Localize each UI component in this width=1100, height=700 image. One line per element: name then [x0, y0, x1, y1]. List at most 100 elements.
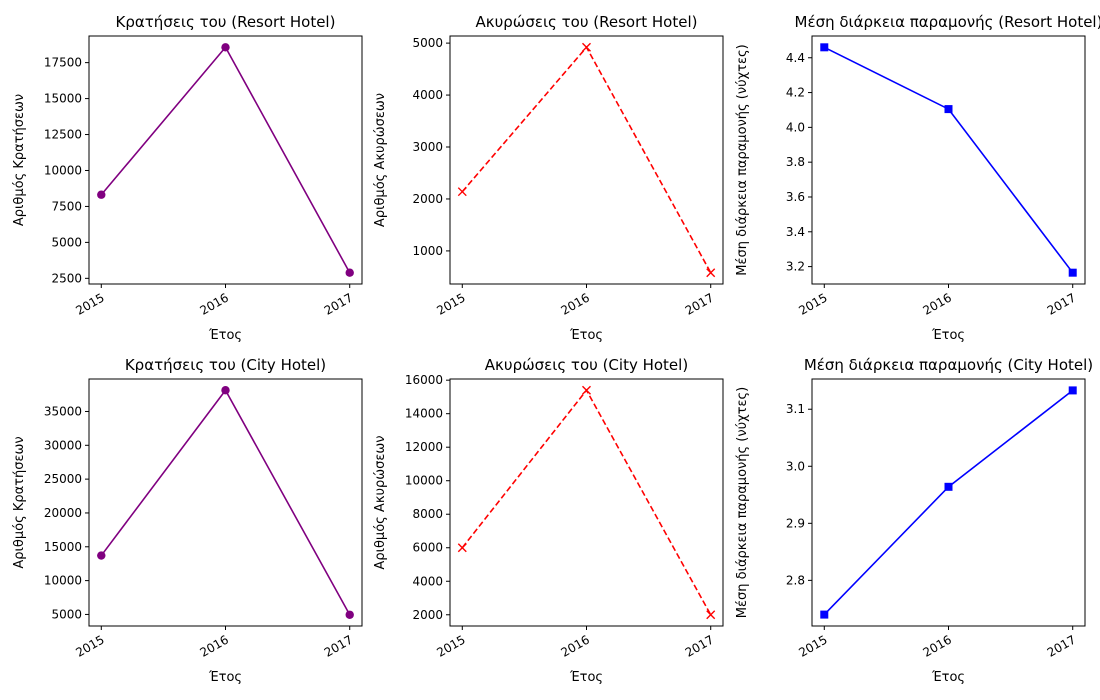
x-tick-label: 2015: [73, 290, 106, 317]
data-point: [97, 551, 106, 560]
x-axis-label: Έτος: [569, 670, 603, 685]
y-tick-label: 4.0: [786, 120, 805, 134]
data-point: [1068, 268, 1077, 277]
y-tick-label: 4000: [412, 88, 443, 102]
y-tick-label: 2500: [51, 271, 82, 285]
y-axis-label: Μέση διάρκεια παραμονής (νύχτες): [735, 44, 750, 275]
data-point: [1068, 386, 1077, 395]
y-axis-label: Αριθμός Κρατήσεων: [12, 436, 27, 568]
y-tick-label: 12000: [405, 440, 443, 454]
x-axis-label: Έτος: [208, 670, 242, 685]
subplot-4: Κρατήσεις του (City Hotel) 5000 10000 15000…: [12, 356, 363, 685]
y-tick-label: 10000: [405, 474, 443, 488]
y-tick-label: 14000: [405, 407, 443, 421]
y-tick-label: 16000: [405, 373, 443, 387]
y-tick-label: 3.6: [786, 190, 805, 204]
series-line: [823, 46, 1074, 274]
x-tick-label: 2017: [1045, 632, 1078, 659]
subplot-2: Ακυρώσεις του (Resort Hotel) 1000 2000 3000…: [373, 13, 724, 343]
data-point: [706, 610, 716, 620]
y-tick-label: 3.0: [786, 459, 805, 473]
x-tick-label: 2017: [1045, 290, 1078, 317]
x-tick-label: 2015: [73, 632, 106, 659]
series-line: [823, 389, 1074, 616]
x-axis-label: Έτος: [208, 328, 242, 343]
y-tick-label: 25000: [44, 472, 82, 486]
series-line: [461, 45, 712, 274]
y-tick-label: 10000: [44, 574, 82, 588]
data-point: [345, 268, 354, 277]
y-tick-label: 4.4: [786, 51, 805, 65]
chart-title: Μέση διάρκεια παραμονής (City Hotel): [804, 356, 1093, 374]
x-tick-label: 2017: [322, 290, 355, 317]
data-point: [820, 610, 829, 619]
x-tick-label: 2015: [796, 290, 829, 317]
y-axis-label: Αριθμός Ακυρώσεων: [373, 93, 388, 227]
subplot-1: Κρατήσεις του (Resort Hotel) 2500 5000 7500…: [12, 13, 363, 343]
x-tick-label: 2016: [559, 290, 592, 317]
y-tick-label: 17500: [44, 56, 82, 70]
y-tick-label: 2.8: [786, 573, 805, 587]
x-tick-label: 2017: [322, 632, 355, 659]
y-tick-label: 3.2: [786, 260, 805, 274]
y-tick-label: 12500: [44, 128, 82, 142]
y-tick-label: 7500: [51, 199, 82, 213]
y-tick-label: 3.1: [786, 402, 805, 416]
y-tick-label: 2000: [412, 192, 443, 206]
y-tick-label: 5000: [51, 607, 82, 621]
y-tick-label: 4000: [412, 574, 443, 588]
y-tick-label: 10000: [44, 163, 82, 177]
subplot-5: Ακυρώσεις του (City Hotel) 2000 4000 6000 80…: [373, 356, 724, 685]
data-point: [820, 43, 829, 52]
x-axis-label: Έτος: [931, 670, 965, 685]
x-tick-label: 2016: [198, 290, 231, 317]
chart-title: Ακυρώσεις του (City Hotel): [485, 356, 688, 374]
x-tick-label: 2016: [198, 632, 231, 659]
data-point: [706, 268, 716, 278]
y-tick-label: 30000: [44, 438, 82, 452]
axes-frame: [449, 35, 724, 285]
y-tick-label: 1000: [412, 244, 443, 258]
x-tick-label: 2016: [921, 632, 954, 659]
chart-title: Κρατήσεις του (Resort Hotel): [116, 13, 336, 31]
y-tick-label: 15000: [44, 92, 82, 106]
x-tick-label: 2015: [796, 632, 829, 659]
series-line: [100, 388, 351, 616]
data-point: [457, 187, 467, 197]
axes-frame: [449, 378, 724, 627]
y-axis-label: Μέση διάρκεια παραμονής (νύχτες): [735, 387, 750, 618]
y-tick-label: 4.2: [786, 86, 805, 100]
axes-frame: [811, 35, 1086, 285]
y-tick-label: 3000: [412, 140, 443, 154]
axes-frame: [88, 378, 363, 627]
data-point: [457, 543, 467, 553]
subplot-3: Μέση διάρκεια παραμονής (Resort Hotel) 3.…: [735, 13, 1100, 343]
y-tick-label: 3.4: [786, 225, 805, 239]
x-axis-label: Έτος: [569, 328, 603, 343]
data-point: [221, 386, 230, 395]
data-point: [582, 42, 591, 52]
data-point: [944, 105, 953, 114]
x-tick-label: 2016: [921, 290, 954, 317]
y-axis-label: Αριθμός Ακυρώσεων: [373, 435, 388, 569]
chart-title: Κρατήσεις του (City Hotel): [125, 356, 326, 374]
y-tick-label: 6000: [412, 541, 443, 555]
x-axis-label: Έτος: [931, 328, 965, 343]
y-tick-label: 5000: [51, 235, 82, 249]
y-axis-label: Αριθμός Κρατήσεων: [12, 94, 27, 226]
y-tick-label: 35000: [44, 404, 82, 418]
data-point: [582, 385, 591, 395]
x-tick-label: 2017: [683, 290, 716, 317]
data-point: [345, 610, 354, 619]
x-tick-label: 2017: [683, 632, 716, 659]
x-tick-label: 2015: [434, 632, 467, 659]
chart-title: Μέση διάρκεια παραμονής (Resort Hotel): [795, 13, 1100, 31]
data-point: [97, 190, 106, 199]
axes-frame: [811, 378, 1086, 627]
x-tick-label: 2016: [559, 632, 592, 659]
series-line: [100, 45, 351, 274]
series-line: [461, 388, 712, 616]
y-tick-label: 2000: [412, 608, 443, 622]
data-point: [221, 43, 230, 52]
